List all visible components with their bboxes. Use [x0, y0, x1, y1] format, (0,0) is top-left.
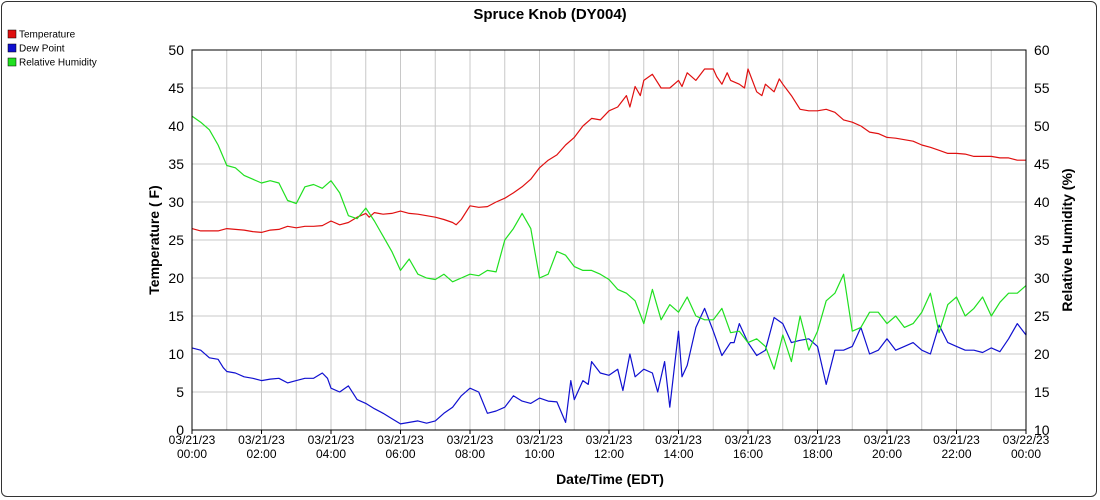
y2-tick-label: 55 [1034, 80, 1050, 96]
x-tick-time: 06:00 [385, 447, 415, 461]
y-tick-label: 0 [176, 422, 184, 438]
y2-tick-label: 20 [1034, 346, 1050, 362]
chart-title: Spruce Knob (DY004) [473, 6, 626, 23]
x-tick-date: 03/21/23 [238, 433, 285, 447]
series-lines [191, 68, 1027, 425]
y-tick-label: 50 [168, 42, 184, 58]
x-tick-date: 03/21/23 [377, 433, 424, 447]
x-tick-date: 03/21/23 [655, 433, 702, 447]
y-tick-label: 40 [168, 118, 184, 134]
x-axis-label: Date/Time (EDT) [556, 471, 664, 487]
legend-swatch-dew-point [7, 43, 17, 53]
y2-tick-label: 10 [1034, 422, 1050, 438]
x-tick-date: 03/21/23 [586, 433, 633, 447]
grid [191, 49, 1027, 431]
y2-tick-label: 15 [1034, 384, 1050, 400]
series-line-dew-point [191, 307, 1027, 425]
y2-tick-label: 60 [1034, 42, 1050, 58]
legend-label-temperature: Temperature [19, 30, 76, 41]
x-tick-date: 03/21/23 [447, 433, 494, 447]
x-tick-time: 22:00 [941, 447, 971, 461]
series-line-temperature [191, 68, 1026, 233]
x-tick-time: 16:00 [733, 447, 763, 461]
y2-axis-ticks: 10 15 20 25 30 35 40 45 50 55 60 [1034, 42, 1050, 438]
x-tick-date: 03/21/23 [794, 433, 841, 447]
y-tick-label: 10 [168, 346, 184, 362]
x-tick-date: 03/21/23 [725, 433, 772, 447]
y2-tick-label: 35 [1034, 232, 1050, 248]
legend-label-relative-humidity: Relative Humidity [19, 58, 97, 69]
x-tick-time: 14:00 [663, 447, 693, 461]
x-tick-time: 12:00 [594, 447, 624, 461]
y2-tick-label: 40 [1034, 194, 1050, 210]
y-axis-label: Temperature ( F) [146, 185, 162, 294]
x-tick-time: 00:00 [1011, 447, 1041, 461]
legend: Temperature Dew Point Relative Humidity [7, 29, 97, 69]
y-tick-label: 35 [168, 156, 184, 172]
y-tick-label: 30 [168, 194, 184, 210]
x-axis-ticks: 03/21/2300:0003/21/2302:0003/21/2304:000… [169, 430, 1050, 461]
y-tick-label: 45 [168, 80, 184, 96]
x-tick-time: 18:00 [802, 447, 832, 461]
y-axis-ticks: 0 5 10 15 20 25 30 35 40 45 50 [168, 42, 184, 438]
series-line-relative-humidity [191, 115, 1027, 370]
y2-tick-label: 25 [1034, 308, 1050, 324]
x-tick-date: 03/21/23 [308, 433, 355, 447]
x-tick-time: 08:00 [455, 447, 485, 461]
y2-tick-label: 30 [1034, 270, 1050, 286]
x-tick-time: 04:00 [316, 447, 346, 461]
legend-label-dew-point: Dew Point [19, 44, 65, 55]
y2-tick-label: 45 [1034, 156, 1050, 172]
x-tick-time: 00:00 [177, 447, 207, 461]
y2-tick-label: 50 [1034, 118, 1050, 134]
x-tick-date: 03/21/23 [933, 433, 980, 447]
x-tick-time: 10:00 [524, 447, 554, 461]
legend-swatch-temperature [7, 29, 17, 39]
x-tick-time: 02:00 [246, 447, 276, 461]
y-tick-label: 15 [168, 308, 184, 324]
x-tick-date: 03/21/23 [516, 433, 563, 447]
y-tick-label: 20 [168, 270, 184, 286]
x-tick-date: 03/21/23 [169, 433, 216, 447]
x-tick-time: 20:00 [872, 447, 902, 461]
y-tick-label: 25 [168, 232, 184, 248]
x-tick-date: 03/22/23 [1003, 433, 1050, 447]
legend-swatch-relative-humidity [7, 57, 17, 67]
y-tick-label: 5 [176, 384, 184, 400]
y2-axis-label: Relative Humidity (%) [1059, 168, 1075, 311]
x-tick-date: 03/21/23 [864, 433, 911, 447]
